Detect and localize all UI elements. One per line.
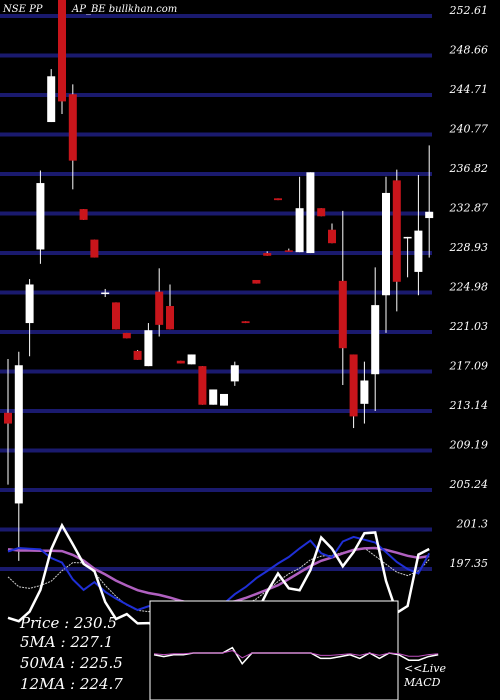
grid-line bbox=[0, 567, 432, 571]
candle-body bbox=[47, 76, 56, 123]
grid-line bbox=[0, 211, 432, 216]
info-ma5: 5MA : 227.1 bbox=[20, 633, 114, 651]
candle-body bbox=[252, 279, 261, 284]
price-label: 236.82 bbox=[449, 162, 489, 175]
candle-body bbox=[176, 360, 185, 364]
info-ma12: 12MA : 224.7 bbox=[20, 675, 123, 693]
candle-body bbox=[122, 332, 131, 339]
candle-body bbox=[414, 230, 423, 272]
candle-body bbox=[306, 172, 315, 254]
grid-line bbox=[0, 53, 432, 58]
source-label: AP_BE bullkhan.com bbox=[72, 4, 178, 15]
price-label: 201.3 bbox=[456, 518, 489, 531]
candle-body bbox=[371, 305, 380, 375]
info-price: Price : 230.5 bbox=[20, 614, 117, 632]
candle-body bbox=[403, 236, 412, 239]
candle-body bbox=[90, 239, 99, 258]
candle-body bbox=[220, 393, 228, 406]
macd-panel-box bbox=[149, 600, 399, 700]
symbol-label: NSE PP bbox=[3, 4, 43, 15]
grid-line bbox=[0, 369, 432, 374]
candle-body bbox=[166, 306, 174, 330]
price-label: 228.93 bbox=[449, 241, 489, 254]
candle-body bbox=[112, 302, 120, 330]
grid-line bbox=[0, 172, 432, 176]
candle-body bbox=[284, 250, 293, 252]
candle-body bbox=[79, 209, 88, 220]
candle-body bbox=[209, 389, 218, 405]
candle-body bbox=[230, 365, 239, 382]
price-label: 197.35 bbox=[450, 557, 489, 570]
grid-line bbox=[0, 251, 432, 255]
price-label: 244.71 bbox=[449, 83, 489, 96]
candle-body bbox=[187, 354, 196, 365]
candle-body bbox=[68, 94, 77, 161]
candle-body bbox=[155, 291, 164, 325]
grid-line bbox=[0, 14, 432, 18]
price-axis-labels: 252.61 248.66 244.71 240.77 236.82 232.87 228.… bbox=[449, 4, 489, 570]
candle-body bbox=[425, 211, 434, 219]
candle-body bbox=[144, 330, 153, 367]
candle-body bbox=[198, 366, 207, 405]
candle-body bbox=[382, 192, 390, 296]
candle-body bbox=[58, 0, 66, 102]
price-label: 240.77 bbox=[449, 123, 489, 136]
price-label: 217.09 bbox=[449, 360, 489, 373]
candle-body bbox=[360, 380, 369, 404]
price-label: 221.03 bbox=[449, 320, 489, 333]
macd-panel bbox=[149, 600, 439, 700]
candle-body bbox=[14, 365, 23, 504]
grid-line bbox=[0, 448, 432, 453]
candle-body bbox=[349, 354, 358, 417]
grid-line bbox=[0, 93, 432, 97]
candle-body bbox=[133, 350, 142, 360]
candle-body bbox=[25, 284, 34, 324]
price-label: 209.19 bbox=[449, 439, 489, 452]
grid-line bbox=[0, 488, 432, 492]
candle-body bbox=[392, 180, 401, 282]
candle-body bbox=[36, 183, 45, 250]
price-label: 205.24 bbox=[449, 478, 489, 491]
info-ma50: 50MA : 225.5 bbox=[20, 654, 123, 672]
grid-line bbox=[0, 330, 432, 334]
candle-body bbox=[317, 208, 326, 217]
candle-body bbox=[241, 321, 250, 324]
grid-line bbox=[0, 132, 432, 137]
candle-body bbox=[328, 229, 336, 244]
candle-body bbox=[295, 208, 304, 253]
candle-body bbox=[4, 412, 12, 424]
grid-line bbox=[0, 527, 432, 532]
price-label: 248.66 bbox=[449, 44, 489, 57]
macd-title-label: MACD bbox=[404, 676, 441, 689]
candlestick-series bbox=[4, 0, 434, 561]
macd-signal-line bbox=[153, 650, 439, 659]
price-label: 224.98 bbox=[449, 281, 489, 294]
candle-body bbox=[274, 198, 282, 201]
grid-line bbox=[0, 409, 432, 413]
candle-body bbox=[338, 280, 347, 349]
grid-line bbox=[0, 290, 432, 295]
price-label: 252.61 bbox=[449, 4, 489, 17]
price-grid bbox=[0, 14, 432, 571]
candle-body bbox=[101, 292, 110, 295]
macd-live-label: <<Live bbox=[404, 662, 446, 675]
price-label: 232.87 bbox=[449, 202, 489, 215]
candle-body bbox=[263, 253, 272, 256]
price-label: 213.14 bbox=[449, 399, 489, 412]
